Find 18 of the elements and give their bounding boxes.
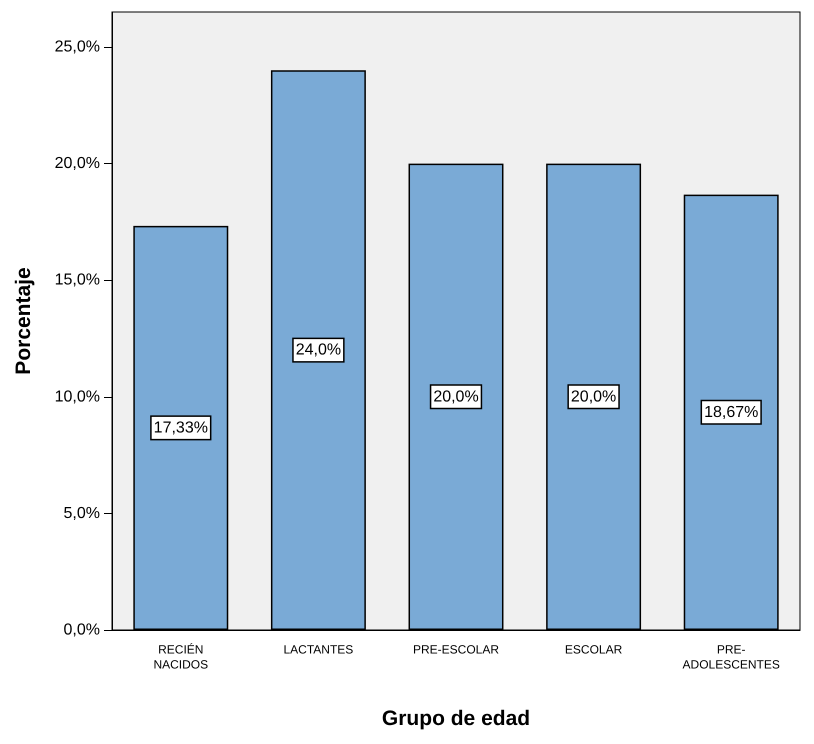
- y-tick-label: 5,0%: [64, 504, 100, 522]
- y-tick-label: 10,0%: [54, 388, 100, 406]
- data-label: 20,0%: [433, 388, 479, 406]
- x-tick-label: LACTANTES: [284, 642, 354, 656]
- data-label: 24,0%: [296, 342, 342, 359]
- y-tick-label: 0,0%: [64, 622, 100, 638]
- x-axis-title: Grupo de edad: [382, 707, 530, 730]
- x-tick-label: PRE-ESCOLAR: [412, 642, 500, 656]
- x-tick-label: ESCOLAR: [564, 642, 623, 656]
- x-tick-label: RECIÉN NACIDOS: [153, 642, 208, 672]
- y-axis-title: Porcentaje: [12, 267, 35, 375]
- x-tick-label: PRE- ADOLESCENTES: [682, 642, 780, 672]
- y-tick-label: 20,0%: [54, 155, 100, 172]
- y-tick-label: 25,0%: [54, 38, 100, 56]
- data-label: 18,67%: [704, 404, 758, 421]
- data-label: 20,0%: [570, 388, 616, 406]
- y-tick-label: 15,0%: [54, 272, 100, 289]
- data-label: 17,33%: [154, 419, 208, 436]
